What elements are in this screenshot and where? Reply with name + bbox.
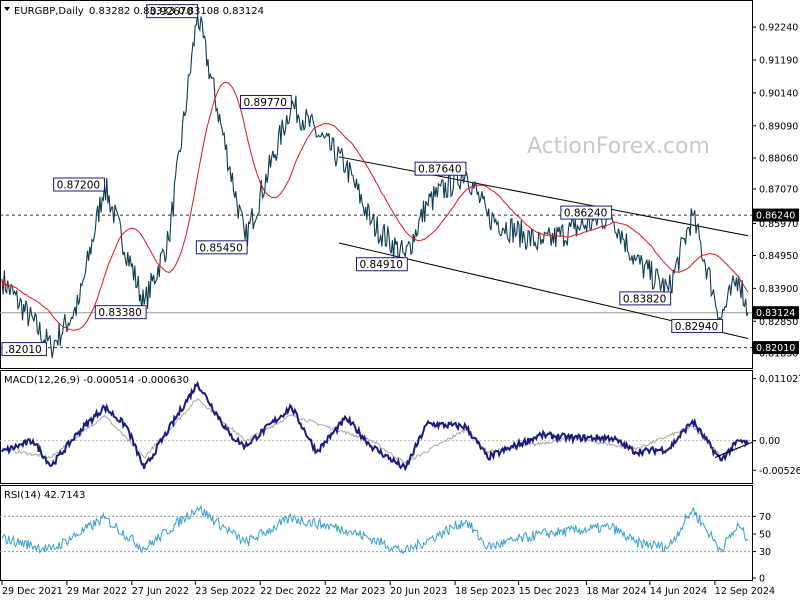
annotation-layer: 0.92670 0.89770 0.87200 0.85450 0.83380 0.876… <box>1 4 724 357</box>
level-price-tag-label: 0.82010 <box>756 343 795 354</box>
date-axis-tick-label: 27 Jun 2022 <box>132 586 189 597</box>
price-annotation-label: 0.86240 <box>564 208 607 220</box>
date-axis-tick-label: 22 Dec 2022 <box>260 586 321 597</box>
price-annotation-label: 0.85450 <box>199 242 242 254</box>
macd-trend-line <box>714 441 753 458</box>
current-price-tag-label: 0.83124 <box>756 308 795 319</box>
price-axis-tick-label: 0.84950 <box>759 251 798 262</box>
rsi-axis-tick-label: 50 <box>759 530 771 541</box>
current-price-tag <box>753 306 799 320</box>
axis-layer: 0.92240 0.91190 0.90140 0.89090 0.88060 0.870… <box>1 23 800 597</box>
symbol-dropdown-icon[interactable] <box>4 7 10 11</box>
price-annotation-box <box>619 291 672 306</box>
price-annotation-box <box>560 205 613 220</box>
date-axis-tick-label: 18 Mar 2024 <box>586 586 646 597</box>
level-price-tag <box>753 341 799 355</box>
chart-header-ohlc: 0.83282 0.83333 0.83108 0.83124 <box>89 6 264 17</box>
rsi-line <box>1 504 749 555</box>
macd-panel-frame <box>0 370 753 484</box>
date-axis-tick-label: 18 Sep 2023 <box>455 586 515 597</box>
price-axis-tick-label: 0.81830 <box>759 349 798 360</box>
rsi-axis-tick-label: 30 <box>759 547 771 558</box>
price-annotation-box <box>671 318 724 333</box>
date-axis-tick-label: 23 Sep 2022 <box>195 586 255 597</box>
rsi-axis-tick-label: 0 <box>759 574 765 585</box>
price-annotation-box <box>146 4 199 19</box>
price-axis-tick-label: 0.85970 <box>759 219 798 230</box>
price-annotation-label: 0.87200 <box>57 180 100 192</box>
price-annotation-label: 0.84910 <box>360 259 403 271</box>
macd-signal-line <box>1 397 749 465</box>
price-annotation-box <box>94 305 147 320</box>
price-axis-tick-label: 0.83900 <box>759 284 798 295</box>
date-axis-tick-label: 14 Jun 2024 <box>650 586 707 597</box>
price-axis-tick-label: 0.88060 <box>759 154 798 165</box>
price-axis-tick-label: 0.87070 <box>759 185 798 196</box>
rsi-axis-tick-label: 70 <box>759 512 771 523</box>
price-series-line <box>1 13 749 359</box>
date-axis-tick-label: 20 Jun 2023 <box>390 586 447 597</box>
macd-layer <box>0 380 753 472</box>
price-annotation-label: 0.87640 <box>418 164 461 176</box>
price-annotation-label: 0.82940 <box>675 321 718 333</box>
price-annotation-box <box>1 342 47 357</box>
rsi-title: RSI(14) 42.7143 <box>4 490 85 501</box>
macd-axis-tick-label: 0.011027 <box>759 374 800 385</box>
date-axis-tick-label: 29 Dec 2021 <box>2 586 63 597</box>
price-axis-tick-label: 0.92240 <box>759 23 798 34</box>
level-price-tag <box>753 208 799 222</box>
price-annotation-label: 0.89770 <box>244 97 287 109</box>
price-annotation-box <box>414 161 467 176</box>
date-axis-tick-label: 29 Mar 2022 <box>67 586 127 597</box>
price-annotation-box <box>53 177 105 192</box>
price-annotation-label: 0.83380 <box>98 307 141 319</box>
macd-axis-tick-label: 0.00 <box>759 436 780 447</box>
chart-header-symbol: EURGBP,Daily <box>14 6 84 17</box>
price-axis-tick-label: 0.90140 <box>759 88 798 99</box>
price-annotation-label: 0.83820 <box>623 293 666 305</box>
moving-average-line <box>1 81 749 331</box>
trend-channel-line <box>338 156 749 237</box>
price-annotation-label: .82010 <box>5 344 42 356</box>
macd-title: MACD(12,26,9) -0.000514 -0.000630 <box>4 375 189 386</box>
rsi-layer <box>0 504 752 555</box>
price-annotation-box <box>195 240 248 255</box>
price-annotation-box <box>240 94 292 109</box>
price-axis-tick-label: 0.91190 <box>759 56 798 67</box>
rsi-panel-frame <box>0 485 753 581</box>
watermark-text: ActionForex.com <box>527 134 710 159</box>
date-axis-tick-label: 12 Sep 2024 <box>715 586 775 597</box>
date-axis-tick-label: 15 Dec 2023 <box>519 586 580 597</box>
price-annotation-box <box>356 257 408 272</box>
price-axis-tick-label: 0.82850 <box>759 317 798 328</box>
price-axis-tick-label: 0.89090 <box>759 121 798 132</box>
date-axis-tick-label: 22 Mar 2023 <box>325 586 385 597</box>
macd-line <box>1 380 749 472</box>
level-price-tag-label: 0.86240 <box>756 211 795 222</box>
price-annotation-label: 0.92670 <box>150 6 193 18</box>
